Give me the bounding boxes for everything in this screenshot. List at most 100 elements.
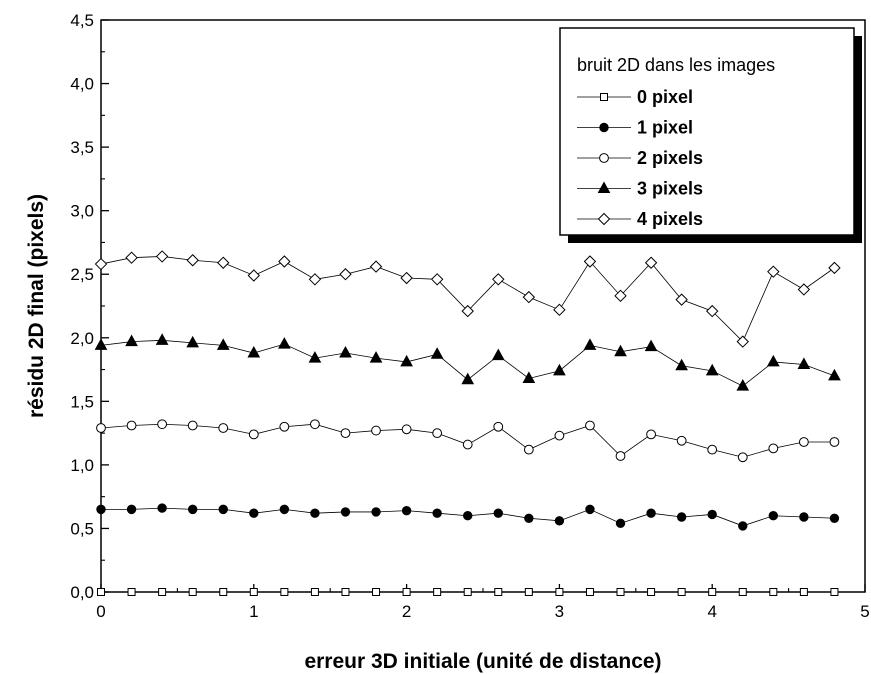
data-point (401, 424, 412, 435)
data-point (553, 363, 566, 376)
data-point (369, 351, 383, 363)
data-point (155, 333, 169, 345)
data-point (583, 338, 597, 350)
data-point (555, 588, 564, 596)
legend-label: 3 pixels (637, 179, 703, 199)
data-point (523, 444, 534, 455)
data-point (248, 429, 259, 440)
legend-marker (597, 181, 611, 193)
data-point (249, 508, 259, 518)
data-point (461, 304, 474, 318)
data-point (799, 588, 808, 596)
y-tick-label: 1,5 (70, 392, 94, 411)
legend-label: 1 pixel (637, 118, 693, 138)
data-point (310, 419, 320, 430)
data-point (218, 423, 229, 433)
data-point (126, 420, 137, 431)
data-point (217, 256, 230, 269)
data-point (492, 273, 505, 286)
x-tick-label: 4 (707, 602, 716, 621)
data-point (400, 354, 413, 367)
legend-box (559, 27, 855, 236)
data-point (614, 344, 627, 357)
data-point (767, 265, 780, 278)
data-point (369, 260, 383, 273)
data-point (829, 437, 840, 447)
data-point (768, 443, 779, 454)
data-point (247, 345, 261, 358)
y-tick-label: 2,5 (70, 265, 94, 284)
data-point (553, 303, 566, 317)
data-point (646, 508, 656, 518)
data-point (828, 368, 841, 381)
x-tick-label: 3 (555, 602, 564, 621)
data-point (96, 423, 106, 433)
data-point (186, 254, 199, 267)
data-point (308, 273, 322, 286)
data-point (94, 338, 108, 350)
data-point (737, 452, 748, 463)
data-point (340, 507, 351, 517)
data-point (371, 425, 381, 436)
x-tick-label: 1 (249, 602, 258, 621)
x-tick-label: 5 (860, 602, 869, 621)
data-point (675, 358, 688, 371)
data-point (736, 335, 749, 348)
legend-marker (599, 122, 609, 133)
x-tick-label: 0 (96, 602, 105, 621)
legend-item: 4 pixels (577, 209, 703, 229)
x-axis-title: erreur 3D initiale (unité de distance) (304, 650, 661, 673)
data-point (738, 588, 747, 596)
y-tick-label: 3,0 (70, 202, 94, 221)
legend-marker (599, 153, 609, 163)
data-point (766, 354, 780, 367)
data-point (676, 435, 687, 446)
data-point (340, 428, 351, 439)
data-point (705, 363, 719, 376)
series-3 (94, 333, 841, 391)
y-tick-label: 1,0 (70, 456, 94, 475)
data-point (828, 261, 841, 275)
data-point (585, 420, 595, 431)
series-layer (94, 250, 841, 596)
y-tick-label: 0,0 (70, 583, 94, 602)
data-point (585, 504, 595, 515)
x-tick-label: 2 (402, 602, 411, 621)
data-point (279, 421, 290, 432)
data-point (339, 345, 352, 358)
legend-label: 4 pixels (637, 209, 703, 229)
data-point (644, 256, 658, 269)
data-point (155, 250, 169, 263)
axis-ticks: 0 1 2 3 4 5 0,0 0,5 1,0 1,5 2,0 2,5 3,0 3,5 4,0 4,5 (70, 11, 869, 621)
data-point (216, 338, 230, 350)
data-point (493, 508, 503, 518)
series-1 (96, 503, 840, 531)
data-point (644, 339, 658, 352)
data-point (676, 512, 687, 522)
data-point (126, 504, 137, 515)
data-point (279, 504, 290, 515)
data-point (768, 511, 779, 521)
y-tick-label: 4,5 (70, 11, 94, 30)
data-point (402, 588, 411, 596)
data-point (524, 588, 533, 596)
data-point (430, 347, 444, 359)
data-point (187, 504, 198, 515)
data-point (96, 504, 106, 515)
data-point (219, 588, 228, 596)
legend: bruit 2D dans les images 0 pixel 1 pixel 2… (559, 27, 862, 243)
y-tick-label: 4,0 (70, 75, 94, 94)
data-point (677, 588, 686, 596)
data-point (585, 588, 594, 596)
data-point (797, 357, 811, 369)
data-point (524, 513, 534, 523)
data-point (615, 518, 626, 529)
data-point (614, 289, 627, 303)
y-tick-label: 3,5 (70, 138, 94, 157)
data-point (707, 444, 718, 455)
data-point (187, 420, 198, 431)
data-point (94, 257, 108, 271)
legend-item: 3 pixels (577, 179, 703, 199)
data-point (125, 334, 138, 347)
data-point (494, 588, 503, 596)
